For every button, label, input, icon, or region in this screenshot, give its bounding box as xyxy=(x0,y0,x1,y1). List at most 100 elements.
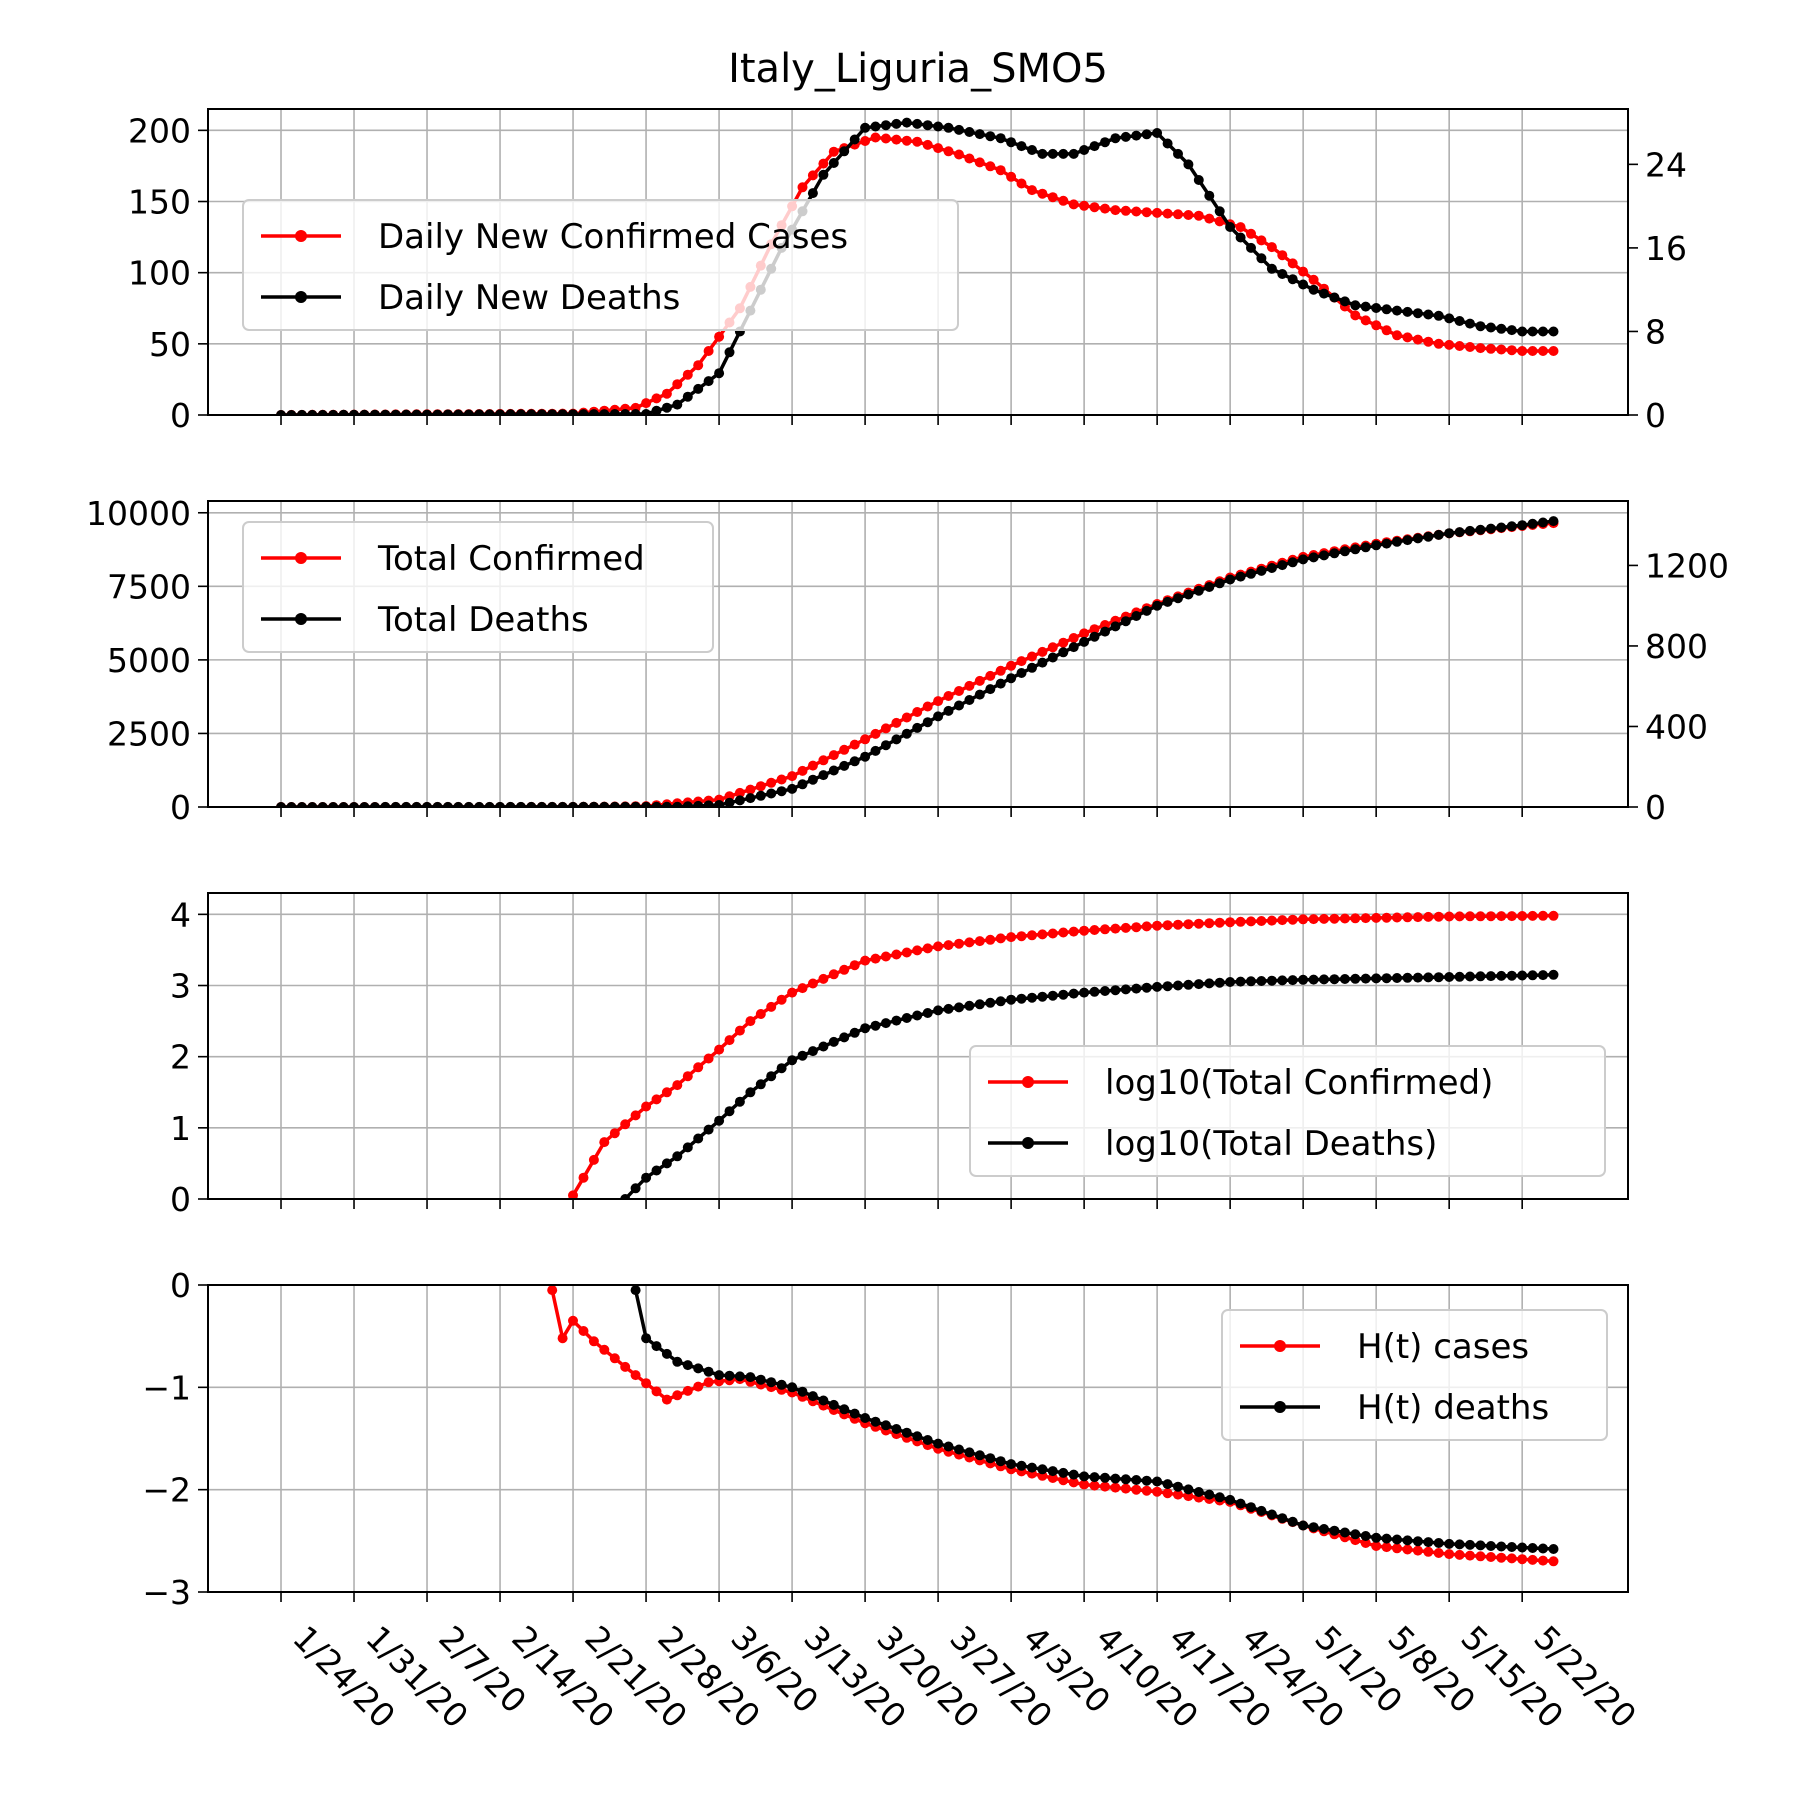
data-point-total-confirmed xyxy=(985,670,996,681)
data-point-daily-new-confirmed-cases xyxy=(1246,228,1256,239)
legend-label: log10(Total Confirmed) xyxy=(1105,1063,1493,1103)
data-point-h-t-deaths xyxy=(1162,1479,1173,1490)
data-point-h-t-deaths xyxy=(714,1370,725,1381)
data-point-h-t-cases xyxy=(1423,1546,1434,1557)
data-point-daily-new-confirmed-cases xyxy=(901,135,912,146)
data-point-total-deaths xyxy=(1246,568,1256,579)
data-point-total-deaths xyxy=(401,801,412,807)
data-point-log10-total-deaths xyxy=(1047,990,1058,1001)
data-point-daily-new-confirmed-cases xyxy=(1392,330,1402,341)
data-point-log10-total-confirmed xyxy=(974,936,985,947)
data-point-daily-new-deaths xyxy=(1173,148,1183,159)
data-point-log10-total-confirmed xyxy=(797,983,808,994)
data-point-total-deaths xyxy=(641,801,652,807)
data-point-total-confirmed xyxy=(1047,642,1058,653)
data-point-daily-new-confirmed-cases xyxy=(1517,346,1528,356)
data-point-h-t-deaths xyxy=(818,1395,829,1406)
data-point-log10-total-confirmed xyxy=(578,1172,589,1183)
data-point-h-t-deaths xyxy=(922,1435,933,1445)
y-tick-label: 50 xyxy=(149,325,191,364)
panel-4: −3 −2 −1 0 H(t) cases H(t) deaths xyxy=(142,1266,1629,1612)
y2-tick-label: 24 xyxy=(1645,145,1687,184)
data-point-daily-new-deaths xyxy=(1465,318,1475,329)
data-point-log10-total-deaths xyxy=(1235,976,1246,987)
data-point-total-deaths xyxy=(380,801,391,807)
data-point-daily-new-confirmed-cases xyxy=(1100,203,1110,214)
data-point-total-confirmed xyxy=(954,686,964,696)
data-point-total-deaths xyxy=(849,756,860,767)
data-point-daily-new-deaths xyxy=(1308,284,1319,295)
data-point-daily-new-deaths xyxy=(1433,310,1444,321)
data-point-daily-new-deaths xyxy=(620,409,631,415)
data-point-daily-new-deaths xyxy=(849,134,860,145)
data-point-h-t-deaths xyxy=(724,1370,735,1381)
legend-marker xyxy=(1274,1401,1286,1413)
y-tick-label: 150 xyxy=(128,183,191,222)
data-point-daily-new-deaths xyxy=(912,118,923,129)
y2-tick-label: 400 xyxy=(1645,707,1708,746)
data-point-log10-total-confirmed xyxy=(912,945,923,956)
data-point-log10-total-deaths xyxy=(1193,979,1204,990)
data-point-log10-total-confirmed xyxy=(1538,910,1548,921)
data-point-total-deaths xyxy=(1162,596,1173,607)
data-point-log10-total-confirmed xyxy=(922,943,933,954)
data-point-log10-total-confirmed xyxy=(630,1110,641,1121)
data-point-total-deaths xyxy=(1444,528,1455,539)
data-point-log10-total-deaths xyxy=(1141,982,1152,993)
data-point-daily-new-confirmed-cases xyxy=(1360,315,1371,326)
data-point-daily-new-deaths xyxy=(1152,128,1163,138)
data-point-total-confirmed xyxy=(807,760,818,771)
data-point-log10-total-confirmed xyxy=(766,1001,777,1012)
data-point-h-t-deaths xyxy=(1246,1502,1256,1513)
data-point-h-t-deaths xyxy=(776,1379,787,1390)
data-point-daily-new-confirmed-cases xyxy=(651,393,662,404)
data-point-h-t-deaths xyxy=(1152,1476,1163,1487)
data-point-daily-new-deaths xyxy=(1381,304,1392,315)
data-point-log10-total-deaths xyxy=(1527,970,1538,981)
data-point-log10-total-deaths xyxy=(1360,973,1371,984)
data-point-h-t-deaths xyxy=(1548,1544,1559,1554)
axes-frame xyxy=(207,1284,1629,1593)
data-point-total-deaths xyxy=(547,801,558,807)
data-point-total-deaths xyxy=(703,800,714,807)
data-point-total-deaths xyxy=(526,801,537,807)
data-point-daily-new-deaths xyxy=(839,146,850,157)
data-point-total-confirmed xyxy=(797,765,808,776)
data-point-total-deaths xyxy=(328,802,339,807)
data-point-h-t-deaths xyxy=(672,1356,683,1367)
data-point-log10-total-confirmed xyxy=(1058,927,1069,938)
data-point-log10-total-deaths xyxy=(849,1027,860,1038)
data-point-daily-new-deaths xyxy=(1485,322,1496,333)
data-point-total-confirmed xyxy=(912,707,923,717)
data-point-total-deaths xyxy=(1506,521,1517,532)
data-point-daily-new-deaths xyxy=(1298,279,1309,290)
series-group xyxy=(276,117,1559,415)
axes-frame xyxy=(207,108,1629,416)
data-point-daily-new-confirmed-cases xyxy=(985,161,996,172)
data-point-daily-new-confirmed-cases xyxy=(1204,213,1215,224)
data-point-total-deaths xyxy=(1527,518,1538,529)
data-point-daily-new-deaths xyxy=(1266,263,1277,274)
data-point-log10-total-deaths xyxy=(1444,972,1455,982)
data-point-log10-total-deaths xyxy=(1173,980,1183,991)
data-point-daily-new-deaths xyxy=(380,409,391,415)
series-group xyxy=(547,1285,1559,1567)
legend-label: Daily New Deaths xyxy=(378,278,680,318)
data-point-daily-new-confirmed-cases xyxy=(1183,210,1194,220)
y-tick-label: −1 xyxy=(142,1368,191,1407)
data-point-total-deaths xyxy=(1120,616,1131,627)
data-point-h-t-deaths xyxy=(630,1285,641,1296)
data-point-h-t-cases xyxy=(1392,1543,1402,1554)
data-point-daily-new-deaths xyxy=(860,122,871,133)
data-point-h-t-deaths xyxy=(1277,1513,1288,1524)
data-point-daily-new-deaths xyxy=(349,409,359,415)
legend-marker xyxy=(295,552,307,564)
data-point-daily-new-deaths xyxy=(1527,326,1538,337)
data-point-daily-new-confirmed-cases xyxy=(1141,207,1152,218)
data-point-daily-new-deaths xyxy=(870,121,881,132)
data-point-log10-total-deaths xyxy=(1319,974,1329,985)
data-point-log10-total-confirmed xyxy=(651,1094,662,1105)
data-point-h-t-cases xyxy=(1444,1549,1455,1560)
data-point-daily-new-confirmed-cases xyxy=(1538,346,1548,356)
data-point-total-deaths xyxy=(1047,652,1058,663)
